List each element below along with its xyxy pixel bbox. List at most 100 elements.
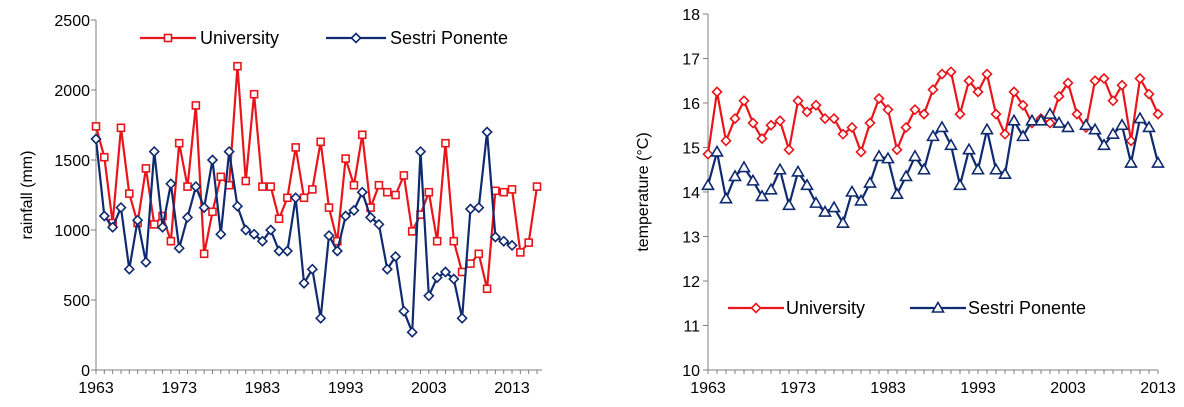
data-point-sestri-ponente [173, 242, 185, 254]
legend-label-university: University [200, 28, 279, 48]
data-point-sestri-ponente [331, 245, 343, 257]
data-point-university [945, 66, 957, 78]
data-point-university [1143, 88, 1155, 100]
data-point-university [855, 146, 867, 158]
data-point-university [1044, 117, 1056, 129]
series-layer [90, 61, 542, 338]
data-point-university [199, 249, 209, 259]
data-point-university [149, 220, 159, 229]
data-point-sestri-ponente [231, 200, 244, 212]
legend-marker-sestri-ponente [931, 300, 945, 313]
data-point-sestri-ponente [881, 151, 895, 164]
data-point-university [141, 164, 151, 173]
data-point-sestri-ponente [836, 216, 850, 228]
x-tick-label: 1983 [870, 380, 906, 397]
data-point-sestri-ponente [1142, 120, 1156, 133]
data-point-sestri-ponente [1115, 118, 1129, 131]
data-point-sestri-ponente [827, 200, 841, 213]
data-point-university [432, 236, 442, 246]
legend-label-sestri-ponente: Sestri Ponente [968, 298, 1086, 318]
data-point-university [349, 180, 359, 190]
data-point-university [1053, 90, 1065, 102]
y-axis-title: rainfall (mm) [19, 151, 36, 240]
data-point-sestri-ponente [935, 120, 949, 133]
data-point-university [963, 75, 975, 87]
data-point-sestri-ponente [489, 231, 502, 243]
data-point-sestri-ponente [439, 266, 452, 278]
y-tick-label: 0 [81, 363, 90, 380]
rainfall-chart: 0 500 1000 1500 2000 2500 1963 1973 1983 1993 200… [19, 13, 542, 397]
data-point-university [1071, 108, 1083, 120]
data-point-university [954, 108, 966, 120]
legend-label-university: University [786, 298, 865, 318]
data-point-university [274, 214, 284, 224]
data-point-sestri-ponente [1016, 129, 1030, 142]
data-point-sestri-ponente [1052, 115, 1066, 128]
data-point-university [1152, 108, 1164, 120]
data-point-university [100, 152, 109, 162]
legend-label-sestri-ponente: Sestri Ponente [390, 28, 508, 48]
data-point-university [174, 138, 184, 148]
data-point-sestri-ponente [156, 221, 169, 233]
data-point-university [810, 99, 822, 111]
data-point-university [441, 138, 450, 148]
data-point-sestri-ponente [315, 312, 327, 324]
x-tick-label: 1973 [161, 380, 197, 397]
series-university [91, 61, 542, 294]
temperature-chart: 10 11 12 13 14 15 16 17 18 1963 1973 1983 1993 2003 2… [635, 7, 1176, 397]
data-point-sestri-ponente [464, 203, 477, 215]
data-point-sestri-ponente [989, 162, 1003, 175]
data-point-sestri-ponente [773, 162, 787, 175]
data-point-university [324, 203, 334, 212]
data-point-sestri-ponente [364, 211, 377, 224]
data-point-university [828, 112, 840, 125]
series-line-university [94, 65, 539, 290]
data-point-sestri-ponente [710, 144, 724, 157]
y-tick-label: 10 [682, 363, 700, 380]
data-point-university [233, 61, 242, 71]
data-point-university [249, 89, 259, 99]
data-point-university [1116, 79, 1128, 91]
data-point-university [1089, 75, 1101, 87]
data-point-university [124, 189, 134, 198]
tick-marks [91, 19, 538, 374]
data-point-university [341, 154, 350, 163]
legend-marker-sestri-ponente [350, 32, 362, 44]
data-point-university [711, 86, 723, 98]
data-point-sestri-ponente [381, 263, 393, 275]
y-tick-label: 14 [682, 185, 700, 202]
data-point-university [1134, 72, 1146, 85]
data-point-sestri-ponente [198, 201, 210, 214]
data-point-university [792, 95, 804, 107]
data-point-university [299, 193, 309, 203]
data-point-sestri-ponente [281, 245, 294, 257]
data-point-university [819, 112, 831, 125]
data-point-university [466, 259, 475, 268]
x-tick-label: 1973 [780, 380, 816, 397]
x-tick-label: 1983 [245, 380, 281, 397]
data-point-sestri-ponente [791, 164, 805, 177]
data-point-sestri-ponente [506, 239, 518, 252]
data-point-sestri-ponente [348, 204, 360, 217]
data-point-university [308, 185, 317, 194]
data-point-university [1098, 72, 1110, 85]
data-point-university [882, 104, 894, 116]
x-tick-label: 1993 [328, 380, 364, 397]
data-point-university [981, 68, 993, 80]
data-point-university [972, 86, 984, 98]
y-tick-label: 1500 [54, 153, 90, 170]
data-point-sestri-ponente [240, 224, 252, 236]
y-tick-label: 17 [682, 52, 700, 69]
data-point-sestri-ponente [431, 271, 443, 284]
y-tick-label: 13 [682, 230, 700, 247]
data-point-university [990, 108, 1002, 120]
x-tick-label: 1963 [78, 380, 114, 397]
data-point-university [756, 132, 768, 145]
data-point-sestri-ponente [737, 160, 751, 173]
y-tick-label: 12 [682, 274, 700, 291]
data-point-sestri-ponente [190, 180, 202, 193]
data-point-sestri-ponente [953, 178, 967, 191]
data-point-sestri-ponente [423, 290, 435, 302]
data-point-sestri-ponente [899, 169, 913, 182]
